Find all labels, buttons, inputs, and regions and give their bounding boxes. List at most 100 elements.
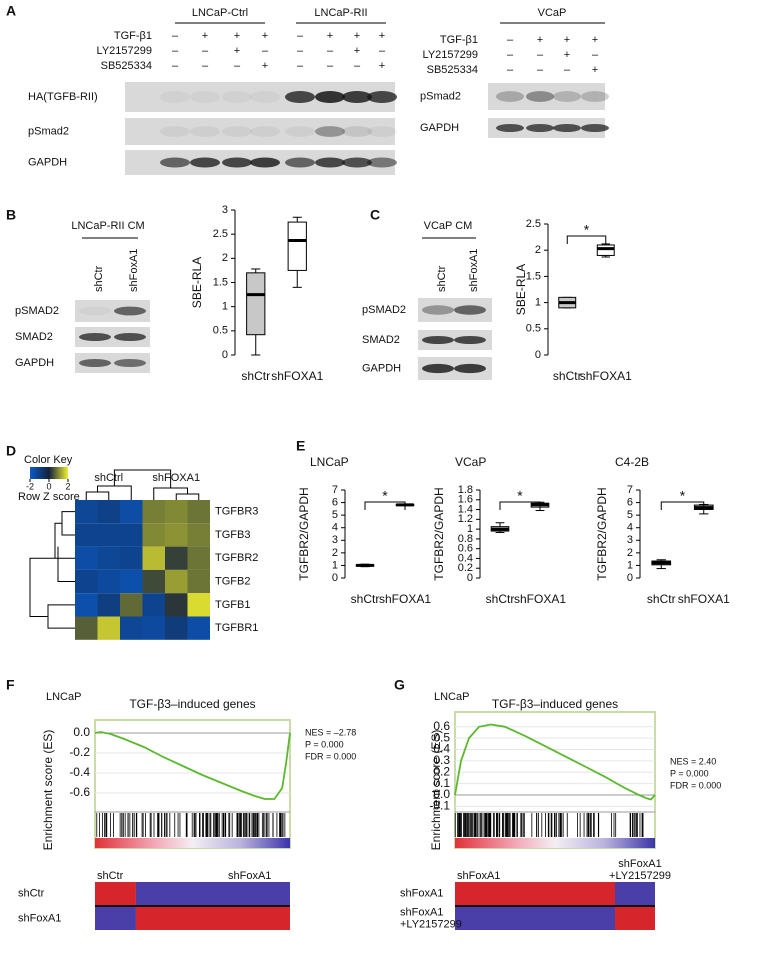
x-tick-label: shFOXA1 xyxy=(580,369,632,383)
y-axis-label: TGFBR2/GAPDH xyxy=(595,487,609,580)
heatmap-cell xyxy=(75,500,98,524)
blot-label: GAPDH xyxy=(28,156,67,168)
heatmap-cell xyxy=(120,546,143,570)
y-tick-label: 1.2 xyxy=(458,513,473,525)
treatment-label: LY2157299 xyxy=(423,49,478,61)
band xyxy=(79,359,111,367)
y-tick-label: 2 xyxy=(332,547,338,559)
y-tick-label: -0.2 xyxy=(69,745,90,759)
y-tick-label: 2.5 xyxy=(213,228,228,240)
y-tick-label: 5 xyxy=(627,509,633,521)
y-tick-label: 1.8 xyxy=(458,484,473,496)
row-label: TGFB3 xyxy=(215,529,250,541)
sign: + xyxy=(354,30,360,42)
band xyxy=(454,305,486,315)
lane-label: shCtr xyxy=(93,265,105,292)
y-tick-label: 2 xyxy=(627,547,633,559)
sign: – xyxy=(507,64,514,76)
chart-title: TGF-β3–induced genes xyxy=(129,697,255,711)
y-tick-label: 6 xyxy=(627,496,633,508)
significance-bracket xyxy=(364,501,406,510)
chart-title: VCaP xyxy=(455,455,486,469)
row-label: shFoxA1 xyxy=(400,887,443,899)
chart-title: TGF-β3–induced genes xyxy=(492,697,618,711)
blot-label: GAPDH xyxy=(420,122,459,134)
panel-label: F xyxy=(6,677,15,693)
panel-label: G xyxy=(394,677,405,693)
sign: + xyxy=(379,60,385,72)
y-tick-label: 0.5 xyxy=(526,323,541,335)
y-tick-label: 0.0 xyxy=(73,725,90,739)
sign: + xyxy=(327,30,333,42)
blot-label: GAPDH xyxy=(15,357,54,369)
heatmap-cell xyxy=(97,593,120,617)
y-tick-label: 4 xyxy=(627,522,633,534)
y-tick-label: -0.6 xyxy=(69,785,90,799)
y-tick-label: 7 xyxy=(627,484,633,496)
treatment-label: SB525334 xyxy=(427,64,478,76)
band xyxy=(367,126,397,137)
heatmap-cell xyxy=(75,523,98,547)
band xyxy=(285,126,315,137)
band xyxy=(422,336,454,344)
heatmap-cell xyxy=(75,546,98,570)
heatmap-cell xyxy=(97,616,120,640)
band xyxy=(160,157,190,168)
group-label: VCaP xyxy=(538,7,567,19)
panel-label: E xyxy=(296,438,305,454)
y-tick-label: 0 xyxy=(332,572,338,584)
phenotype-cell xyxy=(615,907,655,930)
x-tick-label: shCtr xyxy=(486,592,515,606)
y-tick-label: -0.1 xyxy=(429,798,450,812)
band xyxy=(367,91,397,103)
color-key-bar xyxy=(30,467,68,479)
stat: FDR = 0.000 xyxy=(305,751,356,761)
y-tick-label: 1 xyxy=(467,523,473,535)
y-tick-label: 0.2 xyxy=(458,562,473,574)
sign: + xyxy=(564,49,570,61)
heatmap-cell xyxy=(120,593,143,617)
y-tick-label: 7 xyxy=(332,484,338,496)
sign: + xyxy=(262,30,268,42)
y-axis-label: Enrichment score (ES) xyxy=(41,730,55,851)
sign: + xyxy=(592,34,598,46)
band xyxy=(422,305,454,315)
cell-label: LNCaP xyxy=(434,691,469,703)
sign: – xyxy=(297,60,304,72)
y-tick-label: 0.3 xyxy=(433,753,450,767)
heatmap-cell xyxy=(75,616,98,640)
row-label: +LY2157299 xyxy=(400,918,462,930)
blot-title: VCaP CM xyxy=(424,220,473,232)
sign: + xyxy=(592,64,598,76)
blot-title: LNCaP-RII CM xyxy=(71,220,144,232)
sign: – xyxy=(202,45,209,57)
column-label: shFoxA1 xyxy=(457,870,500,882)
y-tick-label: 1.5 xyxy=(526,270,541,282)
heatmap-cell xyxy=(165,616,188,640)
band xyxy=(250,126,280,137)
column-label: shCtr xyxy=(97,870,124,882)
heatmap-cell xyxy=(187,546,210,570)
sign: + xyxy=(537,34,543,46)
x-tick-label: shCtr xyxy=(647,592,676,606)
sign: – xyxy=(379,45,386,57)
heatmap-cell xyxy=(142,546,165,570)
band xyxy=(114,333,146,341)
blot-label: pSmad2 xyxy=(420,90,461,102)
sign: – xyxy=(592,49,599,61)
treatment-label: TGF-β1 xyxy=(440,34,478,46)
band xyxy=(342,126,372,137)
heatmap-cell xyxy=(165,500,188,524)
chart-title: C4-2B xyxy=(615,455,649,469)
sign: – xyxy=(172,60,179,72)
row-label: TGFBR3 xyxy=(215,506,258,518)
cell-label: LNCaP xyxy=(46,691,81,703)
band xyxy=(250,91,280,103)
column-label: shFoxA1 xyxy=(228,870,271,882)
band xyxy=(79,333,111,341)
heatmap-cell xyxy=(187,569,210,594)
heatmap-cell xyxy=(142,593,165,617)
y-tick-label: 0.5 xyxy=(213,325,228,337)
heatmap-cell xyxy=(142,569,165,594)
